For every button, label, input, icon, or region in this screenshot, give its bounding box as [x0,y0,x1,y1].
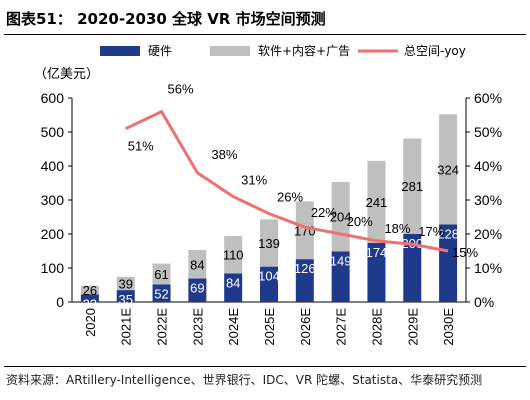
x-tick-label: 2028E [369,308,384,346]
x-tick-label: 2025E [262,308,277,346]
y2-tick-label: 60% [474,90,502,106]
bar-software [295,201,314,260]
bar-software-label: 26 [83,283,97,298]
bar-software-label: 110 [223,248,244,263]
bar-software-label: 281 [401,179,423,194]
x-tick-label: 2021E [119,308,134,346]
bar-hardware [367,242,386,302]
bar-software [224,236,243,274]
y-tick-label: 500 [41,124,65,140]
bar-hardware [80,294,99,302]
bar-software [367,160,386,243]
chart-title: 图表51： 2020-2030 全球 VR 市场空间预测 [6,10,326,28]
bar-hardware-label: 84 [226,275,240,290]
bar-software-label: 324 [437,162,459,177]
legend-label-yoy: 总空间-yoy [404,44,466,58]
bar-hardware-label: 228 [437,226,459,241]
y2-tick-label: 20% [474,226,502,242]
x-tick-label: 2020 [83,308,98,337]
bar-hardware-label: 149 [330,253,352,268]
legend-swatch-hardware [100,46,140,56]
y-tick-label: 300 [41,192,65,208]
yoy-label: 17% [418,224,444,239]
yoy-label: 22% [311,205,337,220]
x-tick-label: 2024E [226,308,241,346]
x-tick-label: 2029E [405,308,420,346]
bar-software [439,114,458,225]
bar-software [403,138,422,234]
bar-hardware [152,284,171,302]
y2-tick-label: 30% [474,192,502,208]
bar-software-label: 241 [366,195,388,210]
yoy-label: 38% [211,147,237,162]
bar-hardware [331,251,350,302]
yoy-label: 18% [384,221,410,236]
y-tick-label: 0 [56,294,64,310]
bar-hardware-label: 35 [118,292,132,307]
y-tick-label: 100 [41,260,65,276]
source-note: 资料来源：ARtillery-Intelligence、世界银行、IDC、VR … [6,373,483,387]
legend-label-software: 软件+内容+广告 [258,43,350,58]
bar-hardware [224,273,243,302]
x-tick-label: 2023E [190,308,205,346]
bar-software-label: 204 [330,210,352,225]
x-tick-label: 2030E [441,308,456,346]
bar-hardware [403,234,422,302]
bar-hardware-label: 104 [258,269,280,284]
bar-hardware [188,278,207,302]
x-tick-label: 2022E [155,308,170,346]
yoy-label: 31% [241,173,267,188]
y2-tick-label: 40% [474,158,502,174]
yoy-label: 26% [277,190,303,205]
bar-software-label: 39 [118,276,132,291]
bar-software [188,249,207,279]
yoy-line [125,109,449,253]
bar-hardware-label: 52 [154,286,168,301]
bar-software [80,285,99,295]
yoy-label: 56% [168,82,194,97]
legend-swatch-software [210,46,250,56]
bar-software-label: 61 [154,267,168,282]
y-tick-label: 200 [41,226,65,242]
bar-software-label: 139 [258,236,280,251]
y-axis-unit: （亿美元） [34,67,99,82]
y2-tick-label: 50% [474,124,502,140]
footer-divider [4,366,526,367]
y-tick-label: 400 [41,158,65,174]
yoy-label: 20% [347,214,373,229]
x-tick-label: 2027E [334,308,349,346]
bar-software [116,276,135,291]
bar-hardware-label: 69 [190,281,204,296]
bar-hardware [116,290,135,302]
bar-hardware-label: 126 [294,261,316,276]
bar-hardware [295,259,314,302]
x-tick-label: 2026E [298,308,313,346]
bar-hardware [439,224,458,302]
bar-hardware-label: 22 [83,297,97,312]
bar-hardware [260,266,278,302]
y-tick-label: 600 [41,90,65,106]
bar-hardware-label: 174 [366,245,388,260]
y2-tick-label: 0% [474,294,494,310]
bar-software-label: 84 [190,257,204,272]
y2-tick-label: 10% [474,260,502,276]
yoy-label: 51% [128,139,154,154]
title-divider [4,34,526,35]
yoy-label: 15% [452,245,478,260]
bar-software [260,219,278,267]
legend-label-hardware: 硬件 [148,44,172,58]
bar-software [152,263,171,285]
